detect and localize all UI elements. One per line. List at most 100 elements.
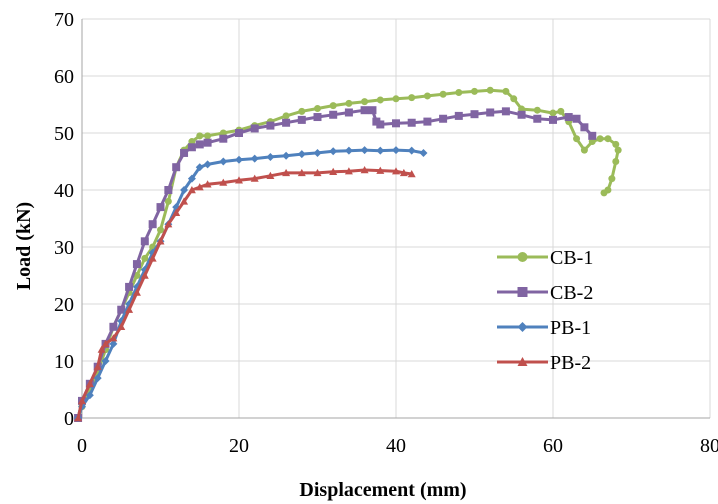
data-point	[148, 254, 157, 262]
data-point	[313, 113, 322, 122]
data-point	[345, 99, 353, 107]
data-point	[195, 183, 204, 191]
data-point	[614, 146, 622, 154]
data-point	[361, 98, 369, 106]
data-point	[297, 150, 306, 159]
data-point	[97, 345, 106, 353]
data-point	[180, 148, 189, 157]
data-point	[180, 197, 189, 205]
data-point	[612, 140, 620, 148]
data-point	[203, 160, 212, 169]
data-point	[564, 113, 573, 122]
data-point	[580, 146, 588, 154]
legend-marker	[517, 322, 528, 332]
x-tick-label: 80	[700, 435, 718, 457]
y-tick-label: 70	[54, 9, 74, 31]
data-point	[180, 186, 189, 194]
data-point	[282, 118, 291, 127]
data-point	[282, 168, 291, 177]
data-point	[557, 107, 565, 115]
data-point	[502, 87, 510, 95]
data-point	[314, 104, 321, 112]
y-tick-label: 30	[54, 237, 74, 259]
y-tick-label: 50	[54, 123, 74, 145]
data-point	[140, 271, 149, 279]
data-point	[250, 124, 259, 133]
data-point	[392, 167, 400, 175]
data-point	[101, 339, 110, 348]
data-point	[187, 186, 196, 194]
data-point	[392, 119, 400, 128]
x-tick-label: 40	[386, 435, 406, 457]
data-point	[156, 237, 165, 245]
data-point	[501, 107, 510, 116]
data-point	[109, 334, 118, 342]
data-point	[580, 123, 589, 132]
data-point	[164, 220, 173, 228]
legend-marker	[517, 252, 528, 262]
data-point	[85, 379, 94, 387]
data-point	[573, 135, 581, 143]
data-point	[392, 95, 400, 103]
data-point	[164, 197, 172, 205]
data-point	[235, 176, 243, 184]
data-point	[360, 166, 369, 174]
y-tick-label: 10	[54, 351, 74, 373]
data-point	[148, 220, 157, 229]
x-tick-label: 20	[229, 435, 249, 457]
data-point	[141, 254, 149, 262]
data-point	[600, 189, 608, 197]
data-point	[235, 129, 243, 137]
data-point	[407, 170, 416, 178]
data-point	[360, 146, 369, 155]
data-point	[172, 163, 181, 172]
data-point	[156, 203, 165, 212]
data-point	[376, 146, 385, 155]
data-point	[125, 282, 134, 291]
legend-marker	[517, 357, 528, 366]
data-point	[109, 339, 118, 348]
data-point	[219, 178, 228, 186]
legend-label: CB-1	[550, 247, 593, 269]
data-point	[297, 115, 306, 124]
data-point	[203, 180, 212, 188]
data-point	[164, 186, 173, 194]
data-point	[109, 322, 118, 331]
data-point	[196, 132, 204, 140]
data-point	[117, 305, 126, 314]
legend-label: CB-2	[550, 282, 593, 304]
data-point	[454, 111, 463, 120]
legend-item-pb-2: PB-2	[497, 352, 591, 374]
legend-marker	[517, 287, 528, 297]
data-point	[376, 96, 384, 104]
legend-item-pb-1: PB-1	[497, 317, 591, 339]
data-point	[266, 121, 275, 130]
data-point	[93, 374, 102, 383]
data-point	[423, 92, 431, 100]
data-point	[187, 143, 196, 152]
data-point	[172, 208, 181, 216]
data-point	[533, 114, 542, 123]
data-point	[604, 135, 612, 143]
data-point	[408, 94, 416, 102]
data-point	[266, 152, 275, 161]
data-point	[419, 148, 428, 157]
data-point	[157, 226, 164, 234]
series-line-cb-2	[76, 108, 594, 419]
data-point	[282, 151, 291, 160]
data-point	[588, 131, 597, 140]
data-point	[572, 114, 581, 123]
data-point	[132, 260, 141, 269]
data-point	[455, 89, 463, 97]
data-point	[313, 168, 322, 177]
data-point	[78, 396, 86, 405]
data-point	[85, 391, 94, 400]
data-point	[470, 110, 479, 119]
x-tick-label: 60	[543, 435, 563, 457]
data-point	[250, 154, 259, 163]
data-point	[329, 110, 338, 119]
legend-item-cb-2: CB-2	[497, 282, 593, 304]
data-point	[471, 87, 478, 95]
data-point	[250, 174, 259, 182]
data-point	[344, 108, 353, 117]
